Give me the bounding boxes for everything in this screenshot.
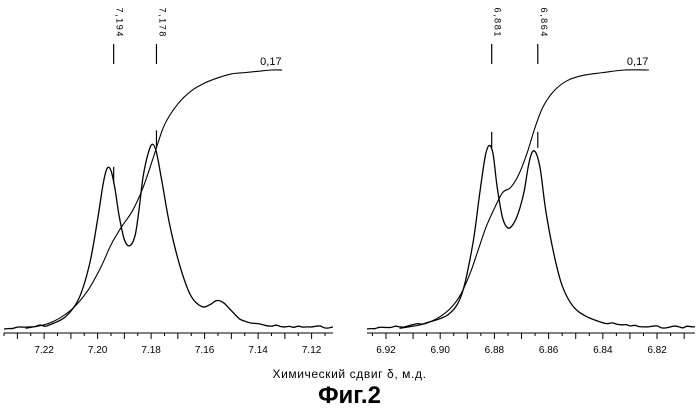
x-tick-label: 6.88 [485,345,505,356]
x-tick-label: 7.16 [195,345,215,356]
left-spectrum-panel: 7.22 7.20 7.18 7.16 7.14 7.12 0,17 7,194 7,178 [4,7,333,356]
peak-label: 7,194 [115,7,125,38]
x-axis-label: Химический сдвиг δ, м.д. [0,367,699,381]
integral-value-label: 0,17 [627,56,648,68]
x-tick-label: 6.90 [430,345,450,356]
peak-label: 7,178 [157,7,167,38]
peak-label: 6,881 [493,7,503,38]
x-tick-label: 7.20 [88,345,108,356]
x-tick-label: 6.82 [647,345,667,356]
x-tick-label: 6.86 [539,345,559,356]
x-tick-label: 6.84 [593,345,613,356]
figure-caption: Фиг.2 [0,382,699,410]
peak-label: 6,864 [539,7,549,38]
integral-curve [400,70,649,329]
x-tick-label: 7.18 [141,345,161,356]
spectrum-line [4,144,333,329]
x-tick-label: 7.22 [34,345,54,356]
x-tick-label: 6.92 [376,345,396,356]
x-tick-label: 7.12 [302,345,322,356]
integral-value-label: 0,17 [260,56,281,68]
integral-curve [25,70,282,328]
right-spectrum-panel: 6.92 6.90 6.88 6.86 6.84 6.82 0,17 6,881 6,864 [367,7,695,356]
spectrum-line [367,145,695,328]
x-tick-label: 7.14 [248,345,268,356]
